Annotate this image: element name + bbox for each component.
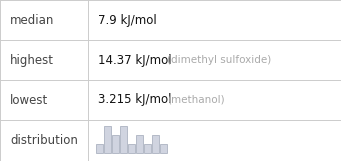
Text: highest: highest — [10, 53, 54, 66]
Text: lowest: lowest — [10, 94, 48, 106]
Bar — [96, 144, 103, 153]
Text: 3.215 kJ/mol: 3.215 kJ/mol — [98, 94, 172, 106]
Text: (methanol): (methanol) — [167, 95, 225, 105]
Bar — [136, 135, 143, 153]
Bar — [112, 135, 119, 153]
Text: (dimethyl sulfoxide): (dimethyl sulfoxide) — [167, 55, 271, 65]
Bar — [152, 135, 159, 153]
Text: 14.37 kJ/mol: 14.37 kJ/mol — [98, 53, 172, 66]
Bar — [160, 144, 167, 153]
Text: distribution: distribution — [10, 134, 78, 147]
Bar — [128, 144, 135, 153]
Bar — [104, 126, 111, 153]
Text: 7.9 kJ/mol: 7.9 kJ/mol — [98, 14, 157, 27]
Bar — [144, 144, 151, 153]
Text: median: median — [10, 14, 54, 27]
Bar — [120, 126, 127, 153]
